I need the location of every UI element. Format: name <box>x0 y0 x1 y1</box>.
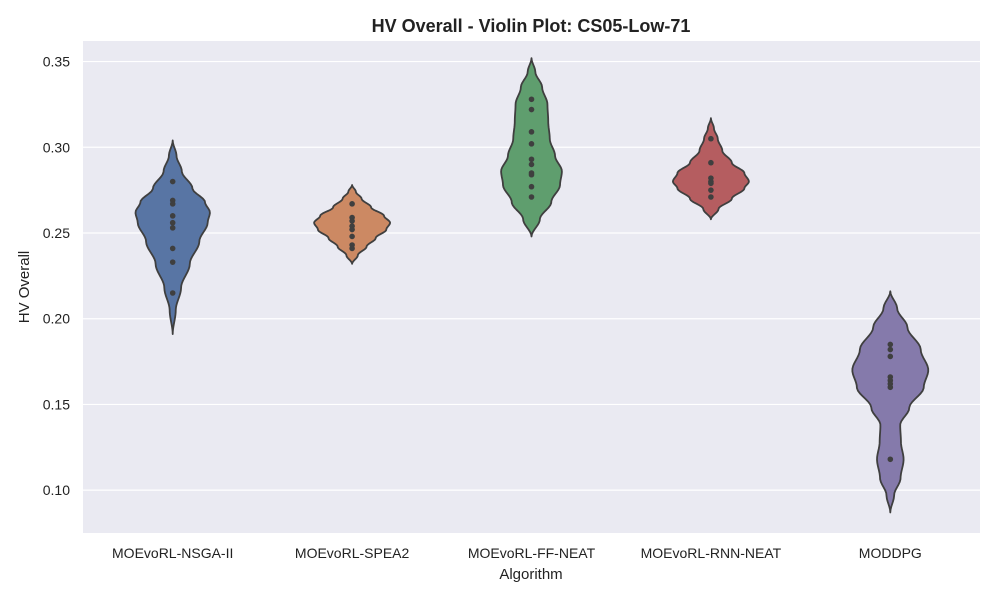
chart-title: HV Overall - Violin Plot: CS05-Low-71 <box>372 16 691 36</box>
data-point <box>528 156 535 163</box>
data-point <box>708 180 714 187</box>
violin-body <box>134 139 211 336</box>
data-point <box>349 226 355 233</box>
violin-body <box>672 117 750 221</box>
y-tick-labels: 0.10 0.15 0.20 0.25 0.30 0.35 <box>43 54 70 499</box>
y-tick-label: 0.20 <box>43 311 70 327</box>
x-tick-label: MODDPG <box>859 545 922 561</box>
data-point <box>169 178 176 185</box>
data-point <box>528 171 535 178</box>
data-point <box>528 106 535 113</box>
data-point <box>169 201 176 207</box>
violin-body <box>500 57 563 238</box>
data-point <box>528 129 535 135</box>
x-tick-label: MOEvoRL-FF-NEAT <box>468 545 596 561</box>
data-point <box>349 218 355 224</box>
violins <box>134 57 930 514</box>
data-point <box>169 213 176 219</box>
x-tick-label: MOEvoRL-SPEA2 <box>295 545 410 561</box>
data-point <box>349 245 355 252</box>
y-tick-label: 0.25 <box>43 225 70 241</box>
y-tick-label: 0.10 <box>43 482 70 498</box>
data-point <box>528 96 535 103</box>
data-point <box>887 341 894 348</box>
data-point <box>708 187 714 193</box>
data-point <box>887 353 894 360</box>
y-tick-label: 0.30 <box>43 139 70 155</box>
data-point <box>528 183 535 190</box>
y-tick-label: 0.15 <box>43 396 70 412</box>
data-point <box>528 141 535 147</box>
data-point <box>169 225 176 231</box>
data-point <box>169 259 176 265</box>
data-point <box>169 290 176 296</box>
x-tick-label: MOEvoRL-NSGA-II <box>112 545 233 561</box>
y-tick-label: 0.35 <box>43 54 70 70</box>
y-axis-label: HV Overall <box>16 251 33 324</box>
x-tick-labels: MOEvoRL-NSGA-II MOEvoRL-SPEA2 MOEvoRL-FF-N… <box>112 545 922 561</box>
data-point <box>708 159 714 166</box>
x-tick-label: MOEvoRL-RNN-NEAT <box>641 545 782 561</box>
data-point <box>528 161 535 168</box>
data-point <box>708 194 714 200</box>
data-point <box>708 135 714 142</box>
data-point <box>887 346 894 353</box>
data-point <box>349 201 355 207</box>
violin-body <box>851 290 930 514</box>
data-point <box>169 219 176 226</box>
data-point <box>349 233 355 240</box>
data-point <box>169 245 176 252</box>
data-point <box>887 384 894 391</box>
data-point <box>887 456 894 463</box>
data-point <box>528 194 535 200</box>
x-axis-label: Algorithm <box>499 566 562 583</box>
